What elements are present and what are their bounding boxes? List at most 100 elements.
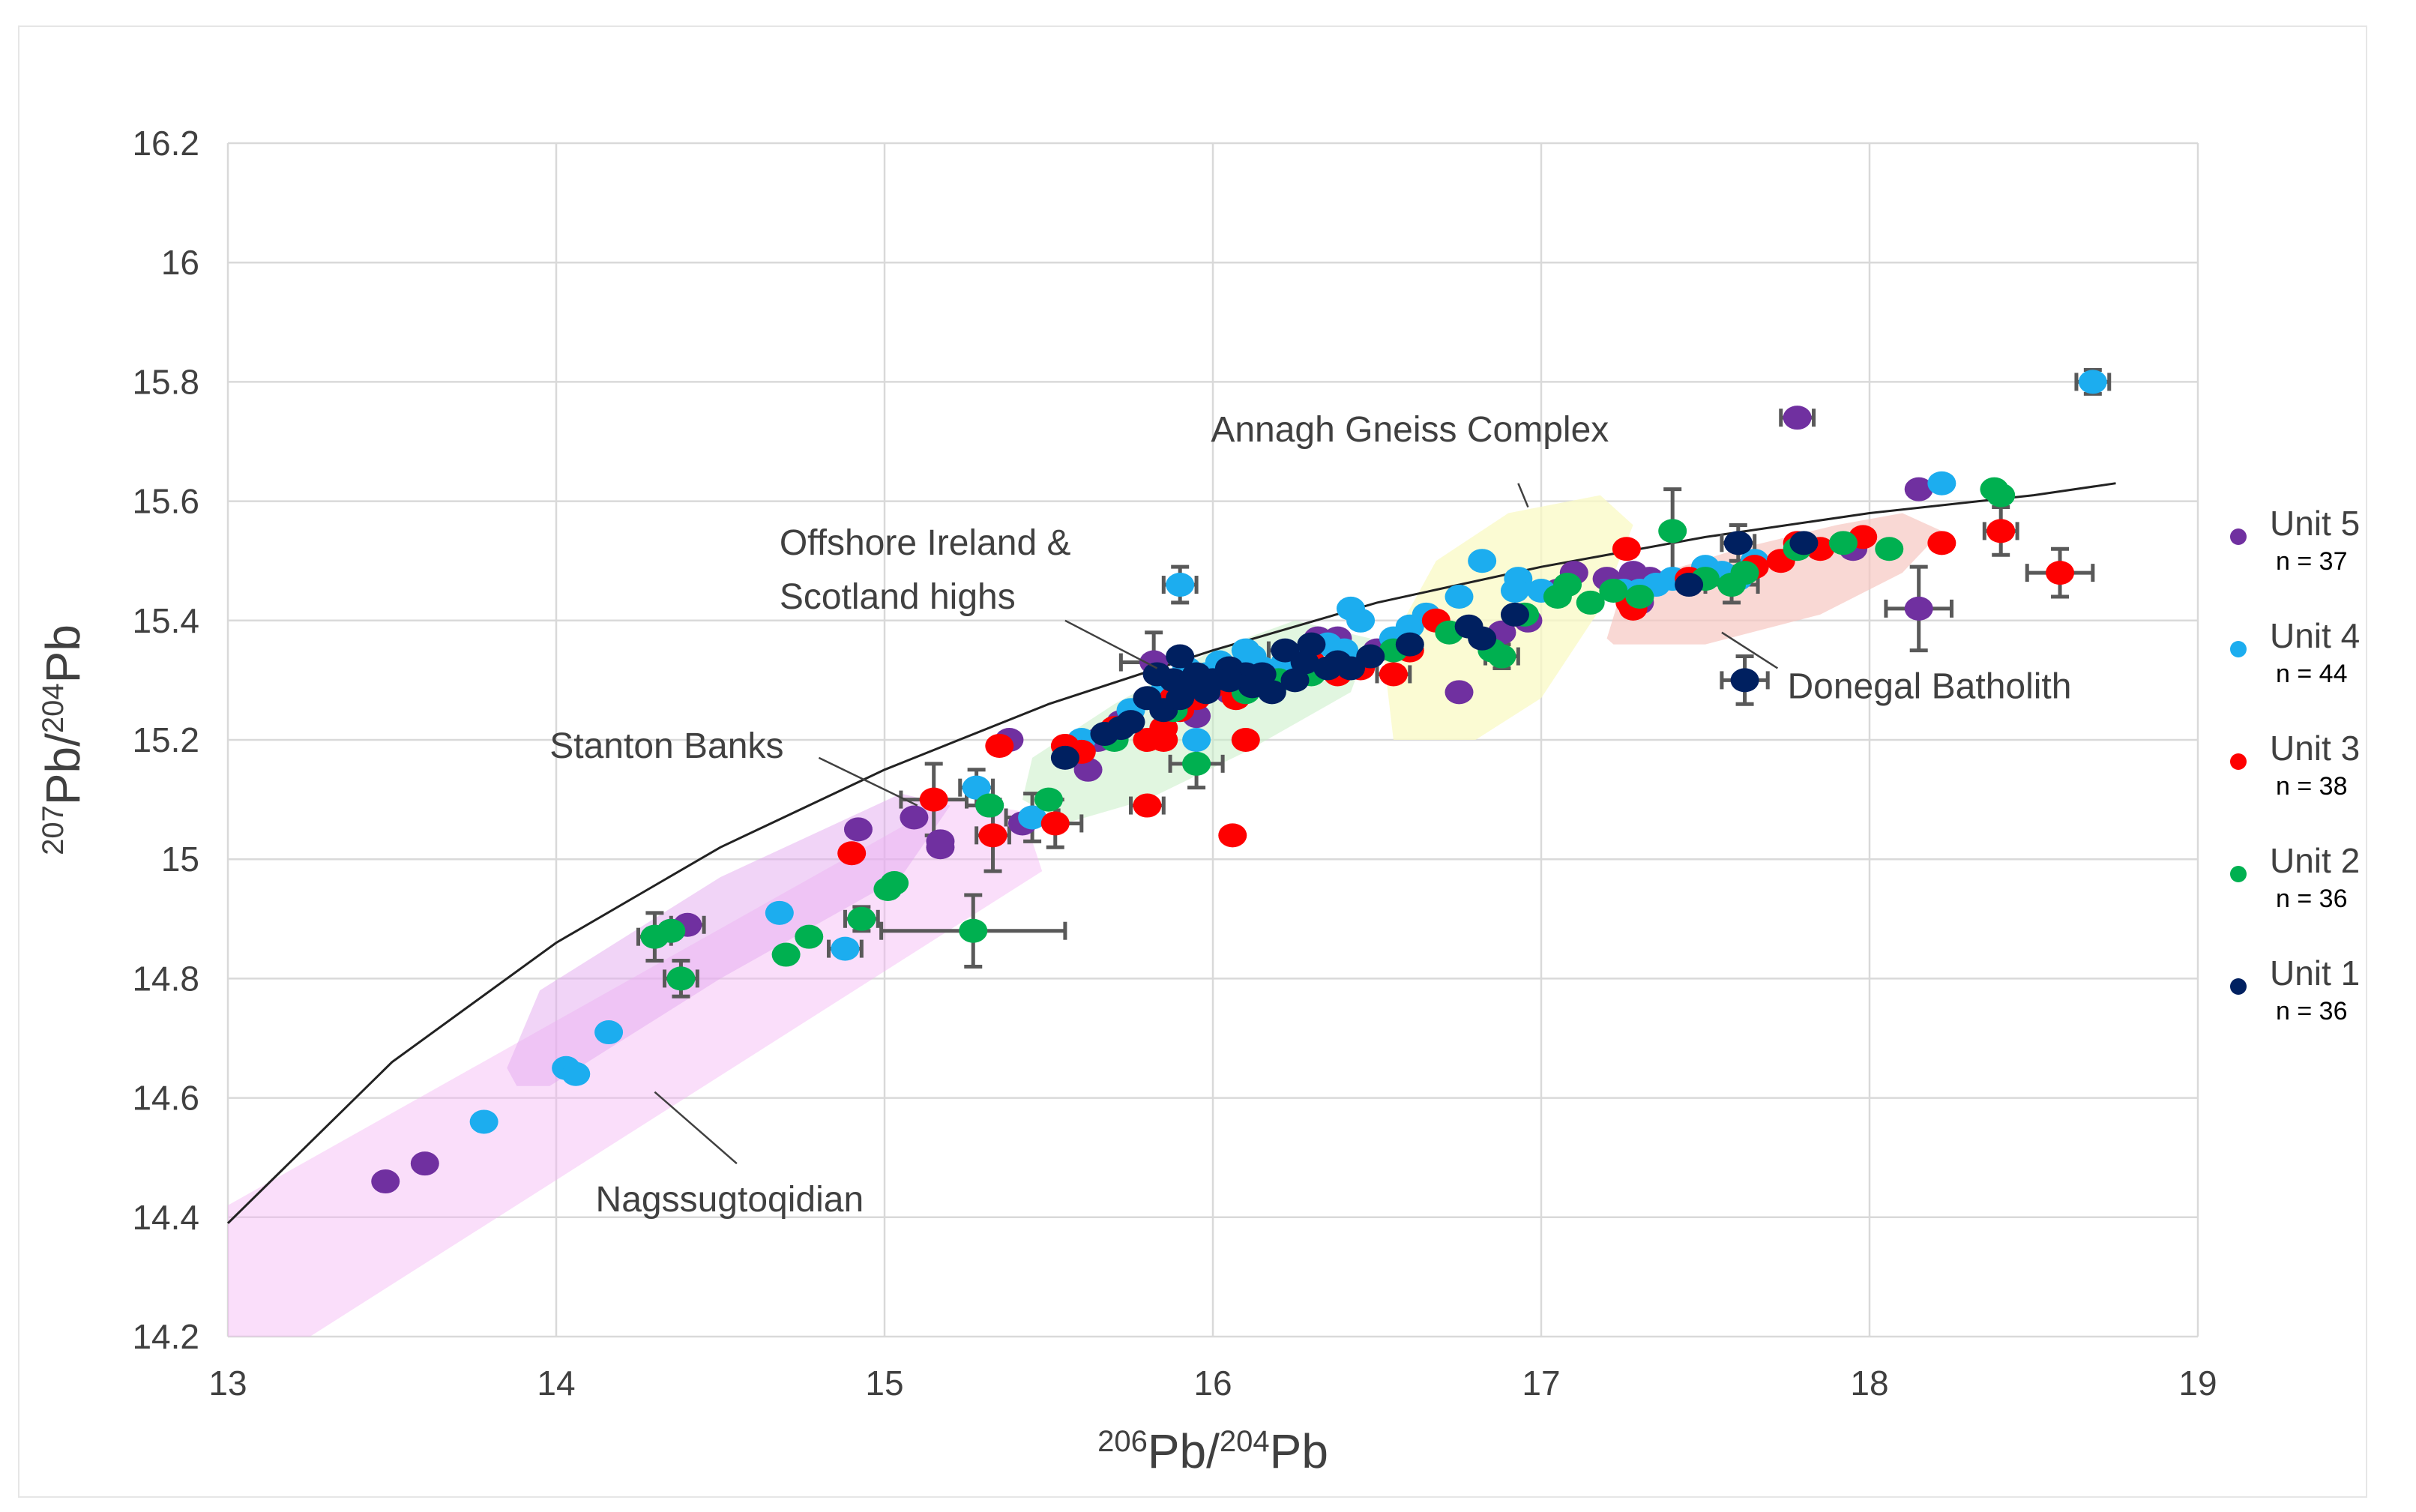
point-unit-3 <box>978 823 1007 848</box>
x-tick-label: 17 <box>1522 1364 1560 1403</box>
point-unit-1 <box>1789 531 1819 555</box>
x-tick-label: 18 <box>1850 1364 1888 1403</box>
point-unit-3 <box>1218 823 1247 848</box>
point-unit-2 <box>1599 579 1628 603</box>
axis-ticks: 13 14 15 16 17 18 19 14.2 14.4 14.6 14.8 15 15.2 15.4… <box>132 124 2217 1403</box>
point-unit-2 <box>1986 483 2016 507</box>
point-unit-3 <box>1927 531 1956 555</box>
legend-label: Unit 2 <box>2270 841 2360 880</box>
field-label: Nagssugtoqidian <box>596 1180 864 1220</box>
point-unit-2 <box>1625 584 1654 609</box>
legend-marker <box>2230 753 2247 770</box>
point-unit-5 <box>1445 680 1474 705</box>
point-unit-5 <box>926 835 955 860</box>
growth-curve <box>226 482 2116 1224</box>
field-label: Scotland highs <box>780 577 1016 617</box>
point-unit-2 <box>771 942 801 967</box>
x-axis-title: 206Pb/204Pb <box>1097 1424 1328 1478</box>
point-unit-1 <box>1050 745 1079 770</box>
point-unit-1 <box>1116 710 1145 735</box>
leader-line <box>1517 483 1529 508</box>
field-label: Donegal Batholith <box>1788 666 2072 706</box>
point-unit-1 <box>1166 644 1195 669</box>
point-unit-4 <box>1445 584 1474 609</box>
legend-count: n = 36 <box>2276 885 2347 913</box>
point-unit-5 <box>843 817 873 842</box>
point-unit-3 <box>1612 537 1641 561</box>
point-unit-2 <box>880 871 909 896</box>
legend-marker <box>2230 866 2247 882</box>
point-unit-2 <box>1553 573 1582 597</box>
point-unit-3 <box>985 733 1014 758</box>
x-tick-label: 16 <box>1193 1364 1232 1403</box>
y-tick-label: 16 <box>161 243 199 282</box>
y-tick-label: 16.2 <box>132 124 199 163</box>
point-unit-2 <box>1828 531 1858 555</box>
point-unit-2 <box>1875 537 1904 561</box>
x-tick-label: 13 <box>208 1364 247 1403</box>
data-points <box>371 370 2107 1194</box>
point-unit-5 <box>1783 406 1812 430</box>
point-unit-5 <box>410 1151 439 1176</box>
leader-line <box>818 756 918 807</box>
y-tick-label: 15.8 <box>132 362 199 401</box>
point-unit-1 <box>1723 531 1753 555</box>
x-tick-label: 14 <box>537 1364 575 1403</box>
point-unit-1 <box>1468 626 1497 651</box>
point-unit-4 <box>962 775 991 800</box>
point-unit-2 <box>795 924 824 949</box>
point-unit-1 <box>1271 638 1300 663</box>
legend-count: n = 44 <box>2276 660 2347 688</box>
y-tick-label: 15 <box>161 840 199 879</box>
point-unit-4 <box>1018 805 1047 830</box>
point-unit-3 <box>1379 662 1408 687</box>
point-unit-5 <box>371 1169 400 1194</box>
point-unit-5 <box>1904 477 1933 502</box>
point-unit-4 <box>1346 608 1376 633</box>
point-unit-4 <box>1182 728 1211 752</box>
legend-count: n = 36 <box>2276 997 2347 1025</box>
x-tick-label: 19 <box>2178 1364 2217 1403</box>
point-unit-4 <box>765 900 794 925</box>
point-unit-2 <box>1576 590 1605 615</box>
point-unit-4 <box>561 1061 591 1086</box>
legend-label: Unit 1 <box>2270 954 2360 993</box>
field-nagssugtoqidian <box>228 799 1043 1337</box>
point-unit-4 <box>594 1020 624 1045</box>
chart-frame: Annagh Gneiss Complex Offshore Ireland & S… <box>18 25 2367 1498</box>
point-unit-2 <box>1730 561 1759 585</box>
point-unit-4 <box>1927 471 1956 496</box>
point-unit-4 <box>1166 573 1195 597</box>
point-unit-1 <box>1280 668 1310 693</box>
legend-label: Unit 3 <box>2270 729 2360 768</box>
y-tick-label: 15.6 <box>132 482 199 521</box>
y-tick-label: 14.8 <box>132 959 199 998</box>
legend: Unit 5 n = 37 Unit 4 n = 44 Unit 3 n = 38 Unit… <box>2230 504 2360 1025</box>
legend-marker <box>2230 528 2247 545</box>
point-unit-4 <box>2078 370 2107 394</box>
y-tick-label: 14.2 <box>132 1317 199 1356</box>
point-unit-3 <box>1231 728 1260 752</box>
legend-count: n = 37 <box>2276 547 2347 576</box>
point-unit-2 <box>1487 644 1516 669</box>
legend-marker <box>2230 641 2247 657</box>
y-axis-title: 207Pb/204Pb <box>36 624 90 855</box>
point-unit-3 <box>1040 811 1070 836</box>
point-unit-1 <box>1675 573 1704 597</box>
point-unit-2 <box>1034 787 1063 812</box>
point-unit-3 <box>1133 793 1162 818</box>
point-unit-5 <box>900 805 929 830</box>
field-label: Offshore Ireland & <box>780 523 1071 563</box>
legend-count: n = 38 <box>2276 772 2347 801</box>
point-unit-1 <box>1247 662 1277 687</box>
point-unit-2 <box>657 918 686 943</box>
field-stanton-banks <box>507 793 951 1086</box>
point-unit-2 <box>1658 519 1687 543</box>
leader-line <box>654 1091 738 1165</box>
scatter-chart: Annagh Gneiss Complex Offshore Ireland & S… <box>36 124 2360 1478</box>
point-unit-1 <box>1395 632 1424 657</box>
point-unit-2 <box>847 906 876 931</box>
point-unit-2 <box>666 966 696 991</box>
x-tick-label: 15 <box>865 1364 903 1403</box>
point-unit-2 <box>1182 751 1211 776</box>
